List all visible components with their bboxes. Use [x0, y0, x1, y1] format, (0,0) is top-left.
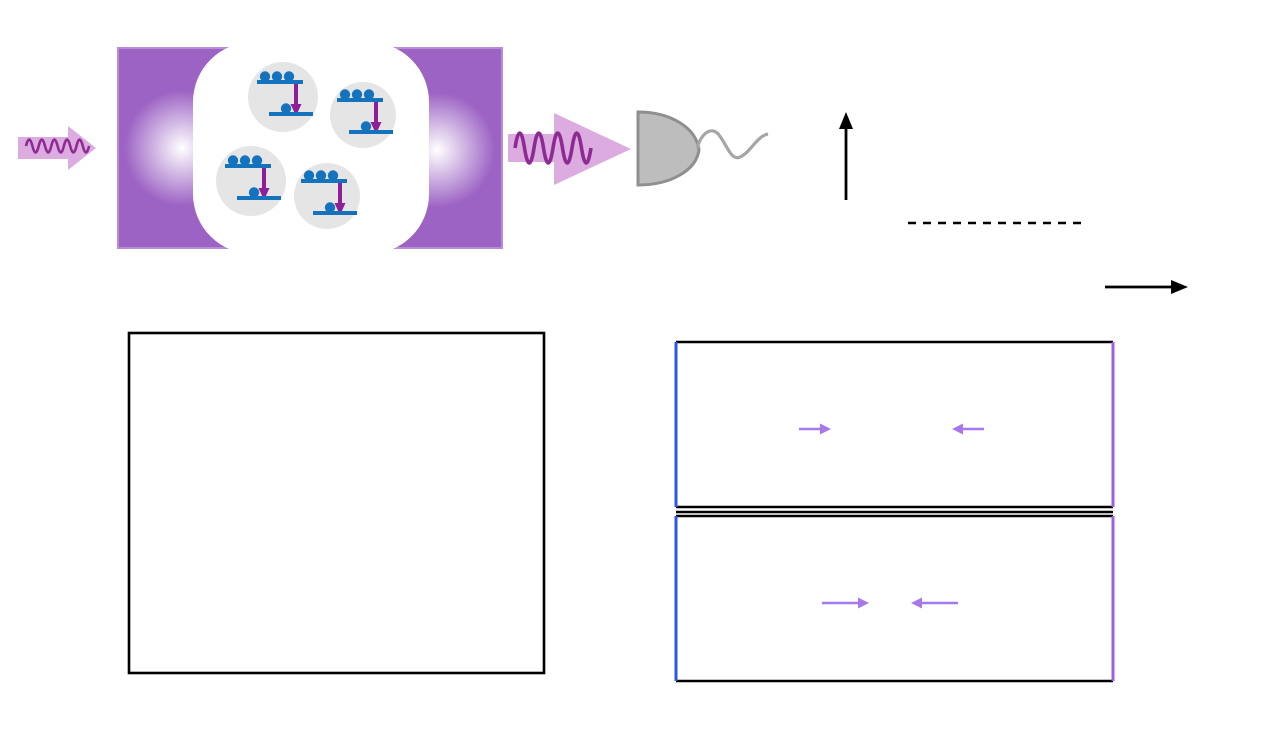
- detector-signal-wave-icon: [695, 129, 769, 160]
- spin-sphere: [330, 82, 396, 148]
- panel-b-schematic: [839, 112, 1188, 294]
- below-threshold-annotation: [130, 604, 326, 634]
- signal-amplitude-label: [776, 44, 924, 75]
- input-wave-icon: [24, 138, 91, 154]
- output-wave-icon: [513, 131, 593, 165]
- spin-sphere: [294, 163, 360, 229]
- panel-c-plot: [127, 331, 546, 675]
- masing-enhanced-label: [1020, 74, 1260, 105]
- panel-d-plot: [674, 340, 1115, 683]
- fwhm-arrows-top: [799, 423, 984, 435]
- signal-axis-arrowhead-icon: [839, 112, 853, 129]
- fwhm-arrows-bottom: [822, 597, 958, 609]
- spin-sphere: [216, 146, 286, 216]
- above-threshold-annotation: [305, 357, 505, 390]
- detector-icon: [636, 110, 701, 187]
- omega-axis-arrowhead-icon: [1171, 280, 1188, 294]
- spin-sphere: [248, 62, 318, 132]
- panel-c-axes-box: [127, 331, 546, 675]
- panel-a-cavity-schematic: [18, 42, 769, 254]
- output-photon-arrow: [508, 113, 631, 185]
